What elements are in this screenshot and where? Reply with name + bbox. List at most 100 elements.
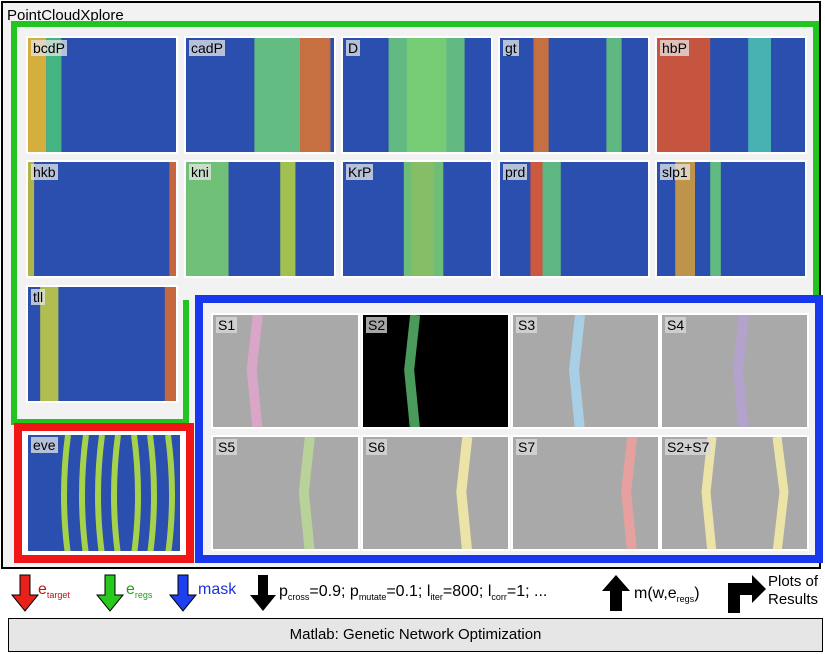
plots-of-results-label: Plots of Results — [768, 573, 819, 608]
selection-pattern — [701, 437, 789, 549]
gene-expression-pattern — [186, 38, 334, 152]
expression-band — [254, 38, 300, 152]
expression-band — [606, 38, 622, 152]
selection-stripe — [246, 315, 263, 427]
selection-label: S2+S7 — [665, 439, 712, 455]
gene-expression-pattern — [186, 162, 334, 276]
e-regs-label: eregs — [126, 581, 153, 600]
gene-label: gt — [503, 40, 519, 56]
down-arrow-icon — [168, 574, 198, 612]
expression-band — [40, 287, 59, 401]
expression-band — [28, 162, 35, 276]
expression-band — [710, 162, 721, 276]
eve-tile[interactable]: eve — [26, 433, 182, 553]
selection-tile-s2[interactable]: S2 — [361, 313, 510, 429]
gene-panel-frame-lower — [11, 300, 189, 425]
selection-label: S1 — [216, 317, 238, 333]
parameter-row: etarget eregs mask pcross=0.9; pmutate=0… — [0, 571, 825, 621]
gene-tile-d[interactable]: D — [341, 36, 493, 154]
eve-stripe — [95, 435, 105, 551]
selection-stripe — [298, 437, 315, 549]
eve-stripe — [131, 435, 141, 551]
expression-band — [280, 162, 296, 276]
expression-band — [300, 38, 331, 152]
gene-label: cadP — [189, 40, 225, 56]
selection-stripe — [621, 437, 638, 549]
gene-tile-prd[interactable]: prd — [498, 160, 650, 278]
selection-tile-s1[interactable]: S1 — [211, 313, 360, 429]
matlab-bar: Matlab: Genetic Network Optimization — [8, 618, 823, 652]
gene-label: hkb — [31, 164, 58, 180]
gene-expression-pattern — [500, 38, 648, 152]
down-arrow-icon — [10, 574, 40, 612]
selection-tile-s6[interactable]: S6 — [361, 435, 510, 551]
gene-label: D — [346, 40, 361, 56]
gene-tile-tll[interactable]: tll — [26, 285, 178, 403]
right-turn-arrow-icon — [728, 575, 766, 613]
gene-expression-pattern — [500, 162, 648, 276]
expression-band — [748, 38, 771, 152]
eve-panel-frame: eve — [14, 423, 194, 563]
selection-label: S7 — [516, 439, 538, 455]
selection-label: S4 — [665, 317, 687, 333]
arrow-icons — [10, 574, 766, 613]
selection-tile-s2-s7[interactable]: S2+S7 — [660, 435, 809, 551]
e-target-label: etarget — [38, 581, 70, 600]
selection-pattern — [732, 315, 749, 427]
gene-tile-cadp[interactable]: cadP — [184, 36, 336, 154]
gene-expression-pattern — [657, 162, 805, 276]
gene-expression-pattern — [657, 38, 805, 152]
selection-pattern — [246, 315, 263, 427]
eve-label: eve — [31, 437, 58, 453]
mask-label: mask — [198, 581, 237, 598]
eve-stripe — [147, 435, 157, 551]
selection-stripe — [569, 315, 586, 427]
eve-stripe — [165, 435, 175, 551]
selection-pattern — [404, 315, 421, 427]
selection-tile-s7[interactable]: S7 — [511, 435, 660, 551]
expression-band — [403, 162, 444, 276]
model-function-label: m(w,eregs) — [634, 585, 700, 604]
gene-expression-pattern — [343, 38, 491, 152]
expression-band — [186, 162, 229, 276]
gene-label: bcdP — [31, 40, 67, 56]
selection-label: S3 — [516, 317, 538, 333]
gene-tile-gt[interactable]: gt — [498, 36, 650, 154]
gene-label: KrP — [346, 164, 374, 180]
selection-label: S6 — [366, 439, 388, 455]
gene-label: prd — [503, 164, 528, 180]
ga-parameters-label: pcross=0.9; pmutate=0.1; liter=800; lcor… — [279, 583, 548, 602]
gene-tile-hbp[interactable]: hbP — [655, 36, 807, 154]
gene-tile-bcdp[interactable]: bcdP — [26, 36, 178, 154]
expression-band — [164, 287, 176, 401]
eve-stripe — [61, 435, 71, 551]
expression-band — [388, 38, 465, 152]
expression-band — [46, 38, 62, 152]
down-arrow-icon — [250, 575, 276, 611]
gene-label: tll — [31, 289, 46, 305]
selection-label: S2 — [366, 317, 388, 333]
expression-band — [533, 38, 549, 152]
selection-label: S5 — [216, 439, 238, 455]
up-arrow-icon — [602, 575, 630, 611]
selection-pattern — [298, 437, 315, 549]
gene-expression-pattern — [28, 162, 176, 276]
selection-stripe — [701, 437, 717, 549]
selection-tile-s3[interactable]: S3 — [511, 313, 660, 429]
selection-tile-s5[interactable]: S5 — [211, 435, 360, 551]
down-arrow-icon — [95, 574, 125, 612]
gene-tile-krp[interactable]: KrP — [341, 160, 493, 278]
eve-stripe — [79, 435, 89, 551]
selection-tile-s4[interactable]: S4 — [660, 313, 809, 429]
eve-pattern — [28, 435, 180, 551]
selection-pattern — [569, 315, 586, 427]
gene-tile-slp1[interactable]: slp1 — [655, 160, 807, 278]
selection-stripe — [732, 315, 749, 427]
expression-band — [530, 162, 543, 276]
selection-stripe — [404, 315, 421, 427]
gene-tile-hkb[interactable]: hkb — [26, 160, 178, 278]
app-title: PointCloudXplore — [7, 7, 124, 24]
expression-band — [28, 38, 47, 152]
gene-label: slp1 — [660, 164, 690, 180]
gene-tile-kni[interactable]: kni — [184, 160, 336, 278]
